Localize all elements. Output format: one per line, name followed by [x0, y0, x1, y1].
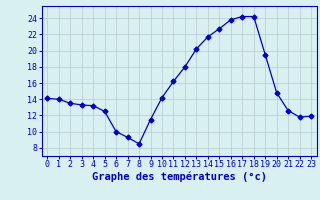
X-axis label: Graphe des températures (°c): Graphe des températures (°c) — [92, 172, 267, 182]
